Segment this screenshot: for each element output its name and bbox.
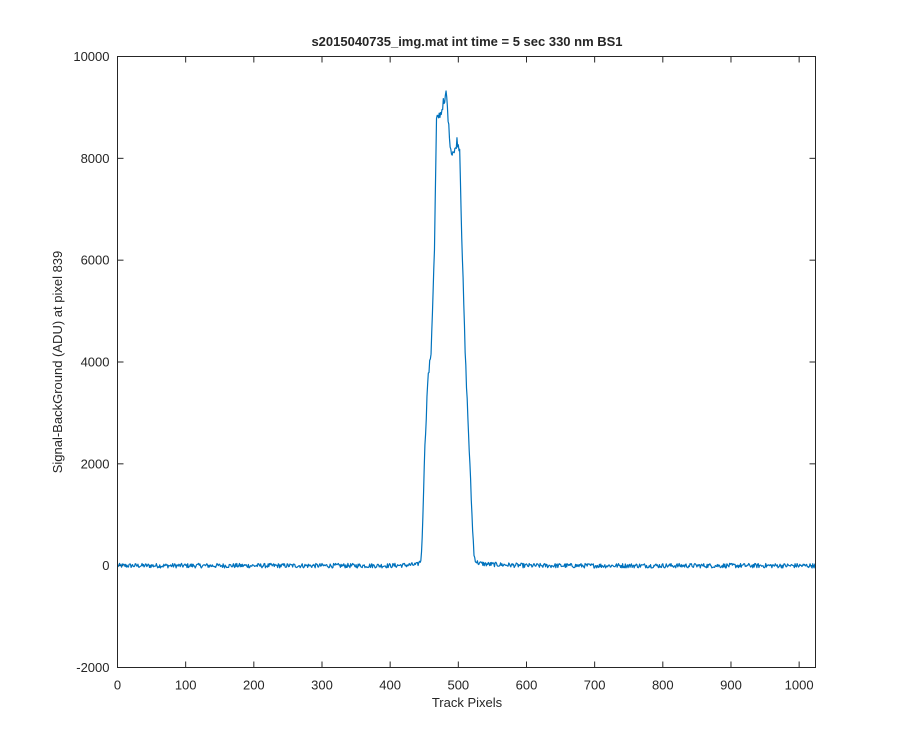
x-tick-label: 400 [379,678,401,693]
x-tick-label: 0 [114,678,121,693]
y-tick-label: 10000 [73,49,109,64]
x-tick-label: 600 [516,678,538,693]
x-tick-label: 700 [584,678,606,693]
x-tick-label: 300 [311,678,333,693]
x-tick-label: 800 [652,678,674,693]
y-tick-label: -2000 [76,660,109,675]
y-tick-label: 6000 [81,253,110,268]
x-tick-label: 200 [243,678,265,693]
x-axis-label: Track Pixels [432,695,503,710]
x-tick-label: 500 [447,678,469,693]
y-tick-label: 8000 [81,151,110,166]
x-tick-label: 100 [175,678,197,693]
y-tick-label: 2000 [81,456,110,471]
y-axis-label: Signal-BackGround (ADU) at pixel 839 [50,251,65,474]
y-tick-label: 0 [102,558,109,573]
series-line [116,90,817,569]
axis-ticks: 0 100 200 300 400 500 600 700 800 900 1000 -2000 0 20… [73,49,816,693]
x-tick-label: 1000 [785,678,814,693]
x-tick-label: 900 [720,678,742,693]
chart-title: s2015040735_img.mat int time = 5 sec 330… [311,34,622,49]
y-tick-label: 4000 [81,355,110,370]
series-group [116,90,817,569]
axes-box [117,56,816,668]
